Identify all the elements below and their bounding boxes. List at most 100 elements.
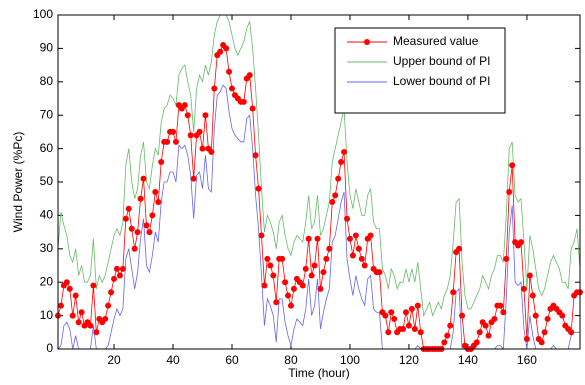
plot-frame (57, 14, 581, 350)
y-tick-label: 30 (40, 241, 54, 255)
data-point (113, 265, 120, 272)
data-point (273, 299, 280, 306)
data-point (473, 339, 480, 346)
legend-marker (364, 39, 370, 45)
data-point (376, 269, 383, 276)
data-point (172, 138, 179, 145)
data-point (63, 279, 70, 286)
data-point (184, 112, 191, 119)
data-point (137, 195, 144, 202)
legend-label: Lower bound of PI (393, 74, 490, 88)
data-point (223, 45, 230, 52)
data-point (240, 98, 247, 105)
legend-label: Upper bound of PI (393, 54, 490, 68)
data-point (279, 255, 286, 262)
data-point (199, 145, 206, 152)
data-point (491, 315, 498, 322)
x-axis-label: Time (hour) (288, 366, 350, 380)
data-point (119, 265, 126, 272)
y-tick-label: 80 (40, 74, 54, 88)
data-point (282, 279, 289, 286)
data-point (264, 255, 271, 262)
data-point (311, 262, 318, 269)
data-point (111, 275, 118, 282)
data-point (447, 322, 454, 329)
y-axis-label: Wind Power (%Pc) (11, 132, 25, 233)
data-point (509, 162, 516, 169)
data-point (57, 302, 64, 309)
x-tick-label: 20 (107, 353, 121, 367)
data-point (541, 329, 548, 336)
data-point (187, 132, 194, 139)
data-point (444, 332, 451, 339)
data-point (500, 309, 507, 316)
data-point (270, 272, 277, 279)
data-point (287, 302, 294, 309)
data-point (105, 302, 112, 309)
data-point (143, 222, 150, 229)
data-point (75, 319, 82, 326)
x-tick-label: 40 (166, 353, 180, 367)
y-tick-label: 90 (40, 41, 54, 55)
data-point (367, 232, 374, 239)
data-point (405, 322, 412, 329)
data-point (90, 282, 97, 289)
data-point (134, 229, 141, 236)
legend-label: Measured value (393, 34, 479, 48)
data-point (382, 312, 389, 319)
data-point (66, 285, 73, 292)
data-point (385, 329, 392, 336)
data-point (302, 265, 309, 272)
y-tick-label: 40 (40, 208, 54, 222)
data-point (217, 48, 224, 55)
y-tick-label: 50 (40, 174, 54, 188)
data-point (559, 312, 566, 319)
data-point (196, 128, 203, 135)
data-point (532, 312, 539, 319)
data-point (335, 175, 342, 182)
data-point (229, 85, 235, 92)
data-point (267, 262, 274, 269)
data-point (417, 329, 424, 336)
data-point (338, 158, 345, 165)
data-point (249, 105, 256, 112)
data-point (355, 245, 362, 252)
x-tick-label: 140 (458, 353, 478, 367)
data-point (72, 292, 79, 299)
data-point (258, 232, 265, 239)
data-point (252, 152, 259, 159)
data-point (485, 332, 492, 339)
data-point (208, 148, 215, 155)
data-point (388, 309, 395, 316)
data-point (299, 282, 306, 289)
data-point (122, 215, 129, 222)
data-point (544, 315, 551, 322)
data-point (128, 225, 135, 232)
data-point (146, 229, 153, 236)
data-point (226, 68, 233, 75)
data-point (158, 158, 165, 165)
y-tick-label: 0 (46, 341, 53, 355)
data-point (164, 138, 171, 145)
data-point (403, 309, 409, 316)
data-point (308, 272, 315, 279)
data-point (476, 329, 483, 336)
data-point (261, 282, 268, 289)
data-point (246, 72, 253, 79)
data-point (181, 102, 188, 109)
data-point (211, 85, 218, 92)
data-point (352, 232, 359, 239)
data-point (411, 325, 418, 332)
data-point (523, 335, 530, 342)
x-tick-label: 60 (225, 353, 239, 367)
data-point (497, 302, 504, 309)
x-tick-label: 80 (284, 353, 298, 367)
x-tick-label: 120 (399, 353, 419, 367)
data-point (441, 339, 448, 346)
data-point (341, 148, 348, 155)
x-tick-label: 160 (517, 353, 537, 367)
data-point (400, 325, 407, 332)
data-point (329, 199, 336, 206)
data-point (346, 235, 353, 242)
